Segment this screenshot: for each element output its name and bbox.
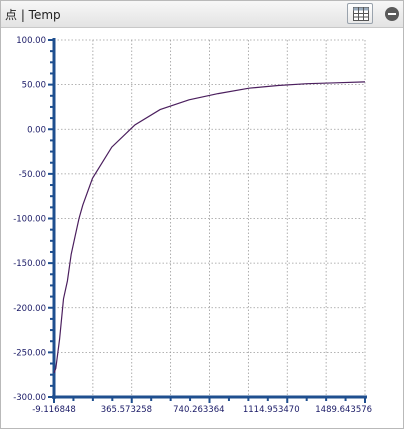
y-tick-label: -100.00 bbox=[13, 215, 46, 225]
y-tick-label: -200.00 bbox=[13, 304, 46, 314]
y-tick-label: 0.00 bbox=[27, 125, 46, 135]
x-tick-labels: -9.116848 365.573258 740.263364 1114.953470… bbox=[32, 405, 372, 415]
x-tick-label: 1114.953470 bbox=[243, 405, 300, 415]
x-tick-label: -9.116848 bbox=[32, 405, 76, 415]
axes bbox=[48, 38, 367, 403]
minimize-icon[interactable] bbox=[385, 7, 399, 21]
y-tick-label: -250.00 bbox=[13, 348, 46, 358]
title-bar: 点 | Temp bbox=[1, 1, 403, 28]
y-tick-label: 100.00 bbox=[16, 36, 46, 46]
y-tick-label: -50.00 bbox=[19, 170, 46, 180]
table-icon bbox=[353, 7, 369, 21]
line-chart: 100.00 50.00 0.00 -50.00 -100.00 -150.00 -200.… bbox=[13, 36, 372, 415]
series-lines bbox=[53, 81, 366, 374]
x-tick-label: 740.263364 bbox=[173, 405, 224, 415]
x-tick-label: 365.573258 bbox=[101, 405, 152, 415]
x-tick-label: 1489.643576 bbox=[315, 405, 372, 415]
series-line bbox=[53, 81, 366, 374]
y-tick-label: 50.00 bbox=[22, 81, 46, 91]
grid-lines bbox=[54, 39, 366, 397]
y-tick-label: -300.00 bbox=[13, 393, 46, 403]
y-tick-label: -150.00 bbox=[13, 259, 46, 269]
window-title: 点 | Temp bbox=[5, 8, 61, 22]
y-tick-labels: 100.00 50.00 0.00 -50.00 -100.00 -150.00 -200.… bbox=[13, 36, 46, 403]
table-view-button[interactable] bbox=[347, 3, 373, 24]
